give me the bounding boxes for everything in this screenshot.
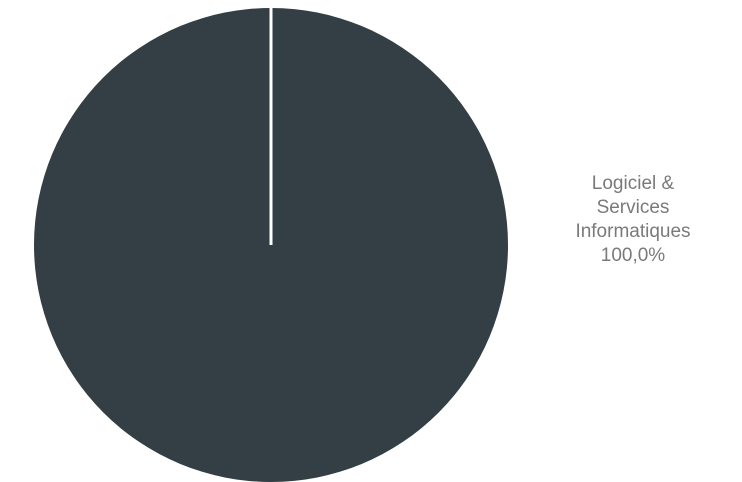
slice-label: Logiciel & Services Informatiques 100,0% bbox=[548, 172, 718, 268]
pie-slices bbox=[34, 8, 508, 482]
slice-label-line-1: Logiciel & bbox=[591, 173, 675, 194]
slice-label-line-2: Services bbox=[596, 197, 670, 218]
slice-value-label: 100,0% bbox=[600, 245, 666, 266]
slice-label-line-3: Informatiques bbox=[575, 221, 691, 242]
